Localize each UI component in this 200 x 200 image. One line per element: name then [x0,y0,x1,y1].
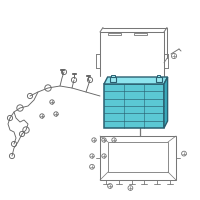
Bar [110,77,116,82]
Polygon shape [104,77,168,84]
Bar [111,74,115,77]
Bar [104,84,164,128]
Bar [108,33,121,35]
Polygon shape [164,77,168,128]
Bar [134,33,147,35]
Bar [157,74,160,77]
Bar [100,136,176,180]
Bar [156,77,162,82]
Bar [108,142,168,172]
